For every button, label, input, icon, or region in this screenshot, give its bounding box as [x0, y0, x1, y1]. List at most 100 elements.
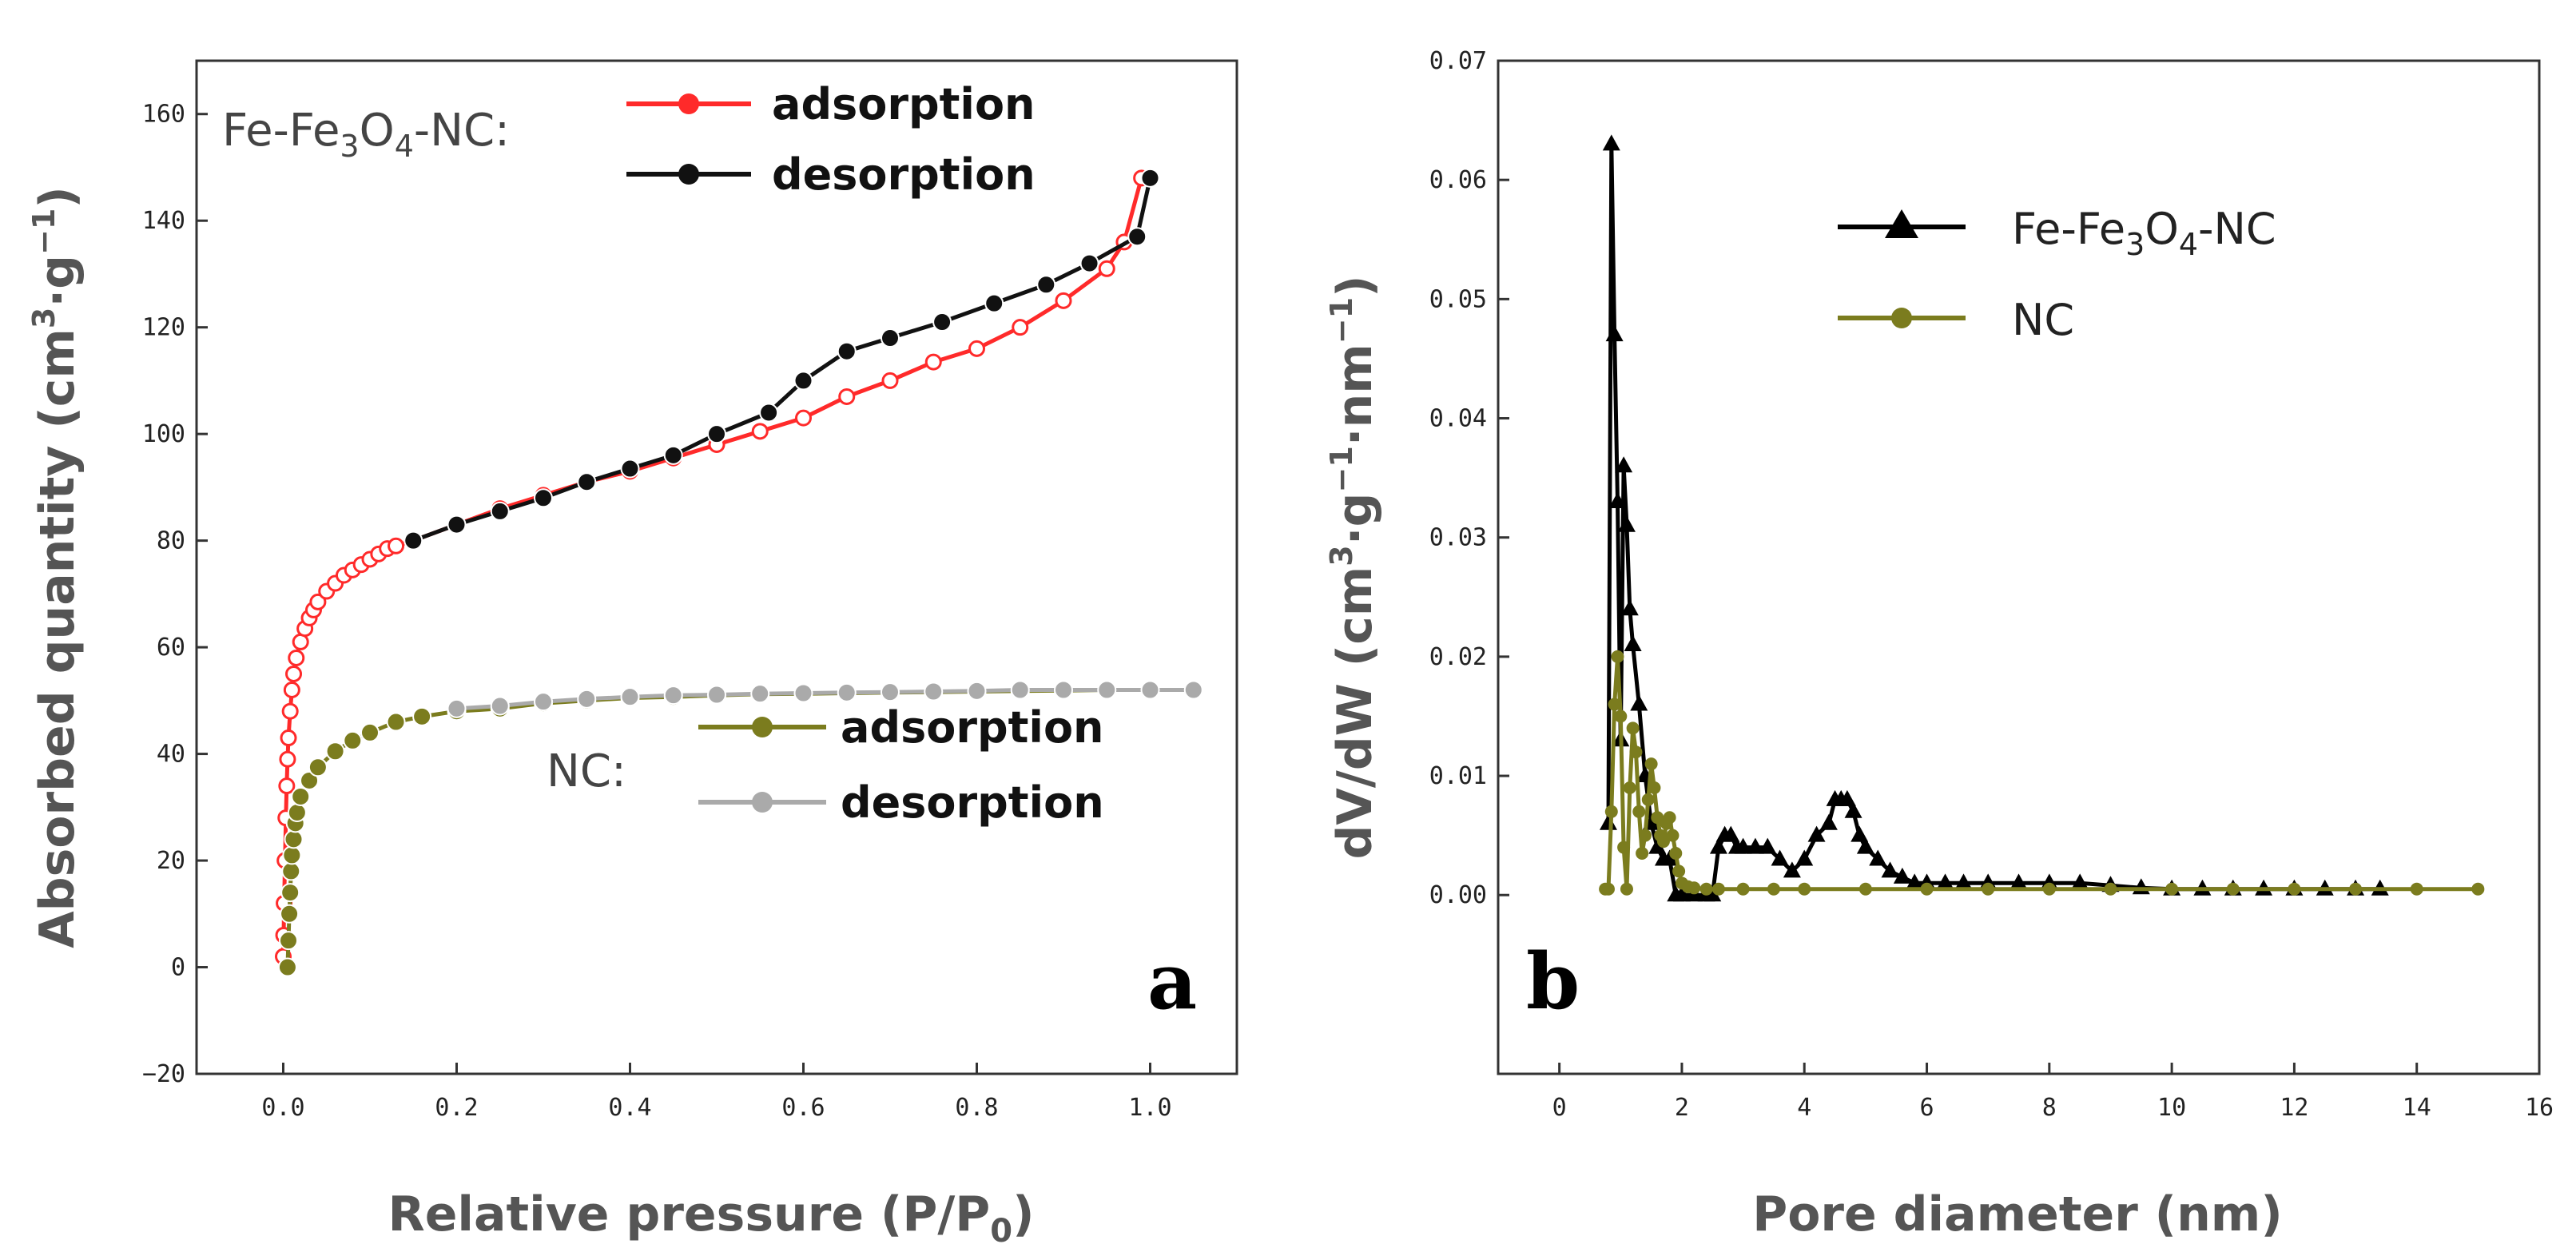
data-point-nc	[1601, 882, 1615, 896]
panel-b-x-tick-label: 12	[2280, 1094, 2308, 1122]
data-point-fe-fe3o4-nc-adsorption	[280, 729, 297, 747]
data-point-fe-fe3o4-nc-desorption	[663, 445, 683, 465]
data-point-fe-fe3o4-nc-adsorption	[881, 372, 899, 389]
series-line-fe-fe3o4-nc-desorption	[412, 177, 1152, 543]
panel-a-y-tick-label: 80	[157, 527, 185, 555]
data-point-nc	[1663, 811, 1676, 825]
data-point-fe-fe3o4-nc	[1893, 867, 1911, 884]
panel-a-y-axis-title: Absorbed quantity (cm3·g−1)	[26, 186, 85, 948]
legend-b-fe-marker	[1885, 209, 1918, 238]
panel-b-label: b	[1526, 936, 1580, 1027]
data-point-fe-fe3o4-nc-desorption	[447, 515, 467, 535]
data-point-nc	[1611, 650, 1624, 663]
panel-b-y-tick-label: 0.05	[1429, 285, 1487, 313]
data-point-fe-fe3o4-nc	[1605, 325, 1624, 342]
data-point-fe-fe3o4-nc-desorption	[932, 312, 952, 332]
panel-b-x-tick-label: 6	[1919, 1094, 1934, 1122]
data-point-fe-fe3o4-nc-desorption	[1140, 168, 1160, 188]
data-point-fe-fe3o4-nc-desorption	[403, 531, 423, 551]
data-point-nc-adsorption	[284, 829, 304, 849]
data-point-fe-fe3o4-nc	[1703, 885, 1722, 902]
data-point-fe-fe3o4-nc	[1608, 491, 1627, 508]
panel-b-y-tick-label: 0.03	[1429, 524, 1487, 552]
data-point-nc-adsorption	[343, 730, 363, 750]
data-point-fe-fe3o4-nc-adsorption	[283, 681, 300, 698]
data-point-nc-adsorption	[291, 786, 311, 806]
data-point-fe-fe3o4-nc	[1795, 849, 1814, 866]
data-point-fe-fe3o4-nc-desorption	[534, 488, 553, 508]
panel-a-y-tick-label: 60	[157, 634, 185, 662]
data-point-nc	[1629, 745, 1643, 759]
panel-b-y-tick-label: 0.06	[1429, 166, 1487, 194]
data-point-nc	[1644, 757, 1658, 771]
data-point-nc	[2471, 882, 2485, 896]
data-point-nc	[2226, 882, 2240, 896]
panel-a-x-tick-label: 1.0	[1128, 1094, 1171, 1122]
panel-a-y-tick-label: 20	[157, 847, 185, 875]
data-point-fe-fe3o4-nc-desorption	[837, 341, 857, 361]
panel-a-y-tick-label: 100	[142, 420, 185, 448]
data-point-fe-fe3o4-nc-adsorption	[281, 702, 299, 720]
panel-a-legend-nc: NC: adsorption desorption	[547, 702, 1104, 828]
data-point-fe-fe3o4-nc	[1783, 861, 1801, 878]
data-point-nc-desorption	[967, 681, 987, 701]
data-point-nc-desorption	[490, 696, 510, 716]
data-point-nc-desorption	[447, 698, 467, 718]
data-point-nc-desorption	[1183, 680, 1203, 700]
panel-a: −20 0 20 40 60 80 100 120 140 160 0.0 0.2 0.4 0.6 0.8…	[26, 59, 1238, 1250]
series-line-fe-fe3o4-nc	[1606, 141, 2380, 897]
data-point-nc-desorption	[750, 684, 770, 704]
data-point-fe-fe3o4-nc-desorption	[577, 472, 597, 492]
data-point-fe-fe3o4-nc-adsorption	[838, 388, 856, 405]
legend-nc-heading: NC:	[547, 745, 626, 797]
data-point-fe-fe3o4-nc	[1759, 837, 1777, 854]
data-point-nc-desorption	[534, 692, 553, 712]
data-point-nc	[2165, 882, 2179, 896]
data-point-nc	[1798, 882, 1811, 896]
legend-nc-adsorption-label: adsorption	[841, 702, 1103, 753]
panel-a-series	[275, 168, 1203, 977]
data-point-nc-adsorption	[308, 757, 328, 777]
data-point-fe-fe3o4-nc-desorption	[620, 459, 640, 479]
data-point-fe-fe3o4-nc	[1648, 837, 1667, 854]
panel-b-y-tick-label: 0.01	[1429, 762, 1487, 790]
data-point-fe-fe3o4-nc-adsorption	[1098, 260, 1115, 277]
data-point-fe-fe3o4-nc-desorption	[793, 371, 813, 391]
data-point-nc	[1858, 882, 1872, 896]
data-point-fe-fe3o4-nc-desorption	[984, 293, 1004, 313]
data-point-fe-fe3o4-nc	[2071, 873, 2089, 890]
data-point-fe-fe3o4-nc	[1734, 837, 1752, 854]
data-point-fe-fe3o4-nc	[1615, 456, 1633, 473]
panel-b-series	[1599, 134, 2485, 902]
panel-a-y-tick-label: 160	[142, 101, 185, 129]
data-point-fe-fe3o4-nc	[1851, 825, 1869, 842]
data-point-nc	[1669, 847, 1683, 861]
legend-fe-desorption-marker	[678, 164, 699, 185]
data-point-nc	[1651, 811, 1664, 825]
data-point-fe-fe3o4-nc-adsorption	[288, 649, 305, 666]
data-point-fe-fe3o4-nc	[1838, 789, 1856, 806]
data-point-fe-fe3o4-nc	[1844, 801, 1862, 818]
data-point-fe-fe3o4-nc-adsorption	[309, 593, 327, 610]
legend-fe-heading: Fe-Fe3O4-NC:	[222, 105, 510, 164]
legend-b-nc-label: NC	[2012, 295, 2074, 345]
data-point-nc-adsorption	[360, 722, 380, 742]
data-point-fe-fe3o4-nc-desorption	[707, 424, 726, 444]
panel-a-plot-frame	[195, 59, 1238, 1075]
data-point-fe-fe3o4-nc	[1672, 885, 1691, 902]
data-point-nc	[2042, 882, 2056, 896]
data-point-nc-desorption	[881, 682, 900, 702]
data-point-fe-fe3o4-nc-adsorption	[278, 777, 296, 795]
data-point-nc-desorption	[924, 682, 944, 702]
data-point-fe-fe3o4-nc	[1807, 825, 1826, 842]
data-point-nc-desorption	[707, 685, 726, 705]
data-point-nc-adsorption	[282, 845, 302, 865]
data-point-nc	[1638, 829, 1652, 842]
data-point-nc	[1623, 781, 1636, 794]
data-point-fe-fe3o4-nc-desorption	[759, 403, 779, 423]
data-point-nc-adsorption	[325, 741, 345, 761]
data-point-nc	[1920, 882, 1934, 896]
legend-fe-adsorption-marker	[678, 93, 699, 114]
data-point-fe-fe3o4-nc	[1906, 873, 1924, 890]
